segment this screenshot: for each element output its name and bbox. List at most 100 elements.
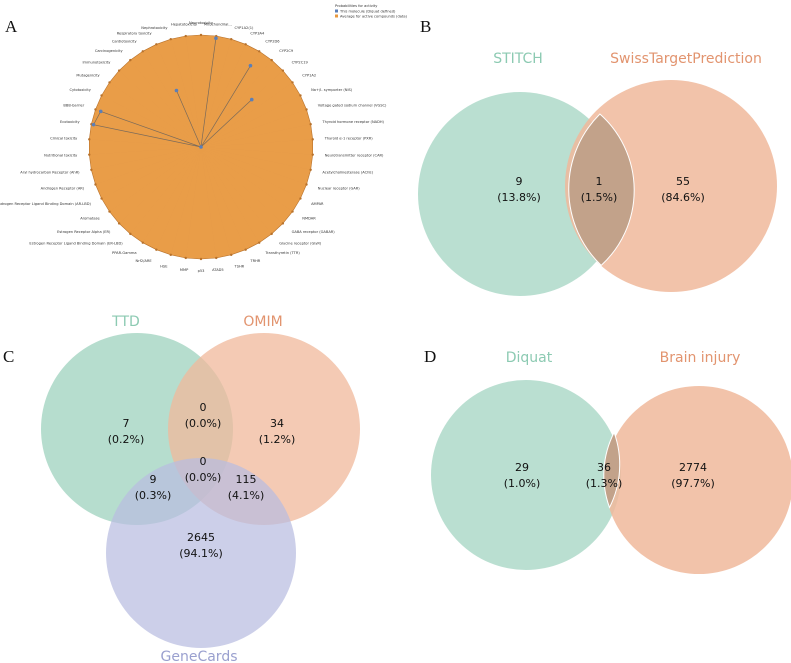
radar-axis-label: Transthyretin (TTR) (264, 251, 300, 255)
region-percent: (13.8%) (497, 191, 541, 204)
region-percent: (1.2%) (259, 433, 296, 446)
radar-axis-label: Estrogen Receptor Alpha (ER) (57, 230, 111, 234)
radar-axis-label: p53 (198, 269, 205, 273)
radar-point-average (155, 43, 158, 46)
radar-point-average (291, 210, 294, 213)
radar-point-average (311, 153, 314, 156)
venn-intersection-d (603, 431, 621, 509)
radar-point-average (90, 168, 93, 171)
region-count: 9 (516, 175, 523, 188)
radar-axis-label: Immunotoxicity (82, 61, 111, 65)
radar-axis-label: GABA receptor (GABAR) (292, 230, 336, 234)
region-percent: (0.0%) (185, 417, 222, 430)
radar-axis-label: Ecotoxicity (60, 120, 80, 124)
set-label-genecards: GeneCards (161, 649, 238, 663)
region-percent: (97.7%) (671, 477, 715, 490)
region-percent: (0.2%) (108, 433, 145, 446)
radar-axis-label: AMPAR (311, 202, 324, 206)
set-label-ttd: TTD (111, 314, 140, 330)
region-count: 29 (515, 461, 529, 474)
set-label-stitch: STITCH (493, 51, 543, 67)
region-percent: (0.3%) (135, 489, 172, 502)
radar-axis-label: Na+/I- symporter (NIS) (311, 88, 353, 92)
radar-point-average (309, 123, 312, 126)
radar-point-average (291, 81, 294, 84)
region-percent: (1.0%) (504, 477, 541, 490)
radar-point-average (117, 69, 121, 72)
venn-circle-diquat (431, 380, 621, 570)
radar-axis-label: BBB-barrier (63, 104, 84, 108)
radar-point-average (108, 81, 111, 84)
region-count: 2774 (679, 461, 707, 474)
region-count: 36 (597, 461, 611, 474)
region-percent: (84.6%) (661, 191, 705, 204)
radar-axis-label: Nutritional toxicity (44, 154, 78, 158)
radar-point-average (311, 138, 314, 141)
radar-axis-label: Thyroid α-1 receptor (PXR) (324, 137, 374, 141)
radar-axis-label: Carcinogenicity (95, 49, 124, 53)
radar-point-average (100, 197, 103, 200)
radar-axis-label: Aromatase (80, 217, 100, 221)
radar-point-average (100, 94, 103, 97)
legend-entry-average: Average for active compounds (data) (340, 14, 408, 18)
radar-point-average (305, 183, 308, 186)
radar-axis-label: HSE (160, 265, 168, 269)
radar-point-average (94, 108, 97, 111)
radar-point-average (309, 168, 312, 171)
radar-point-average (257, 50, 261, 53)
radar-axis-label: TRHR (249, 259, 260, 263)
radar-axis-label: CYP2C9 (279, 49, 294, 53)
radar-axis-label: MMP (180, 268, 189, 272)
radar-point-average (215, 256, 218, 260)
region-percent: (1.5%) (581, 191, 618, 204)
radar-axis-label: Aryl hydrocarbon Receptor (AhR) (20, 170, 80, 174)
legend-title: Probabilities for activity (335, 4, 378, 8)
radar-point-average (257, 241, 261, 244)
radar-axis-label: CYP2C19 (292, 61, 309, 65)
radar-axis-label: Cytotoxicity (70, 88, 92, 92)
radar-axis-label: PPAR-Gamma (112, 251, 137, 255)
radar-point-average (281, 69, 285, 72)
radar-point-average (155, 248, 158, 251)
radar-axis-label: Acetylcholinesterase (AChE) (322, 170, 373, 174)
radar-point-molecule (174, 88, 179, 93)
radar-legend: Probabilities for activity This molecule… (335, 4, 408, 18)
radar-axis-label: Nephrotoxicity (141, 26, 168, 30)
radar-axis-label: Clinical toxicity (50, 137, 78, 141)
radar-axis-label: Neurotoxicity (189, 21, 214, 25)
radar-axis-label: Respiratory toxicity (117, 32, 153, 36)
radar-axis-label: Thyroid hormone receptor (NADH) (321, 120, 384, 124)
region-count: 55 (676, 175, 690, 188)
legend-entry-molecule: This molecule (Diquat defined) (339, 9, 396, 13)
radar-point-average (117, 222, 121, 225)
radar-point-average (129, 58, 132, 62)
radar-point-average (141, 50, 145, 53)
radar-axis-label: NMDAR (302, 217, 316, 221)
set-label-brain-injury: Brain injury (660, 350, 741, 366)
radar-point-average (299, 197, 302, 200)
radar-point-average (199, 257, 203, 261)
region-count: 115 (236, 473, 257, 486)
radar-point-average (199, 33, 203, 37)
region-percent: (4.1%) (228, 489, 265, 502)
radar-point-average (184, 256, 187, 260)
radar-point-average (281, 222, 285, 225)
radar-axis-label: Nrf2/ARE (135, 259, 152, 263)
radar-point-average (244, 248, 247, 251)
radar-point-average (129, 232, 132, 236)
radar-point-average (305, 108, 308, 111)
radar-point-average (88, 153, 91, 156)
radar-series-molecule (92, 38, 252, 149)
radar-point-molecule (214, 36, 218, 41)
radar-point-average (169, 253, 172, 257)
radar-point-molecule (249, 97, 254, 102)
radar-point-molecule (98, 109, 103, 114)
radar-axis-label: Mutagenicity (76, 74, 100, 78)
radar-point-average (270, 232, 273, 236)
radar-axis-label: Androgen Receptor (AR) (41, 187, 85, 191)
region-percent: (94.1%) (179, 547, 223, 560)
legend-swatch-average (335, 14, 338, 18)
panel-label-a: A (5, 17, 18, 36)
radar-axis-label: CYP1A2(1) (235, 26, 255, 30)
